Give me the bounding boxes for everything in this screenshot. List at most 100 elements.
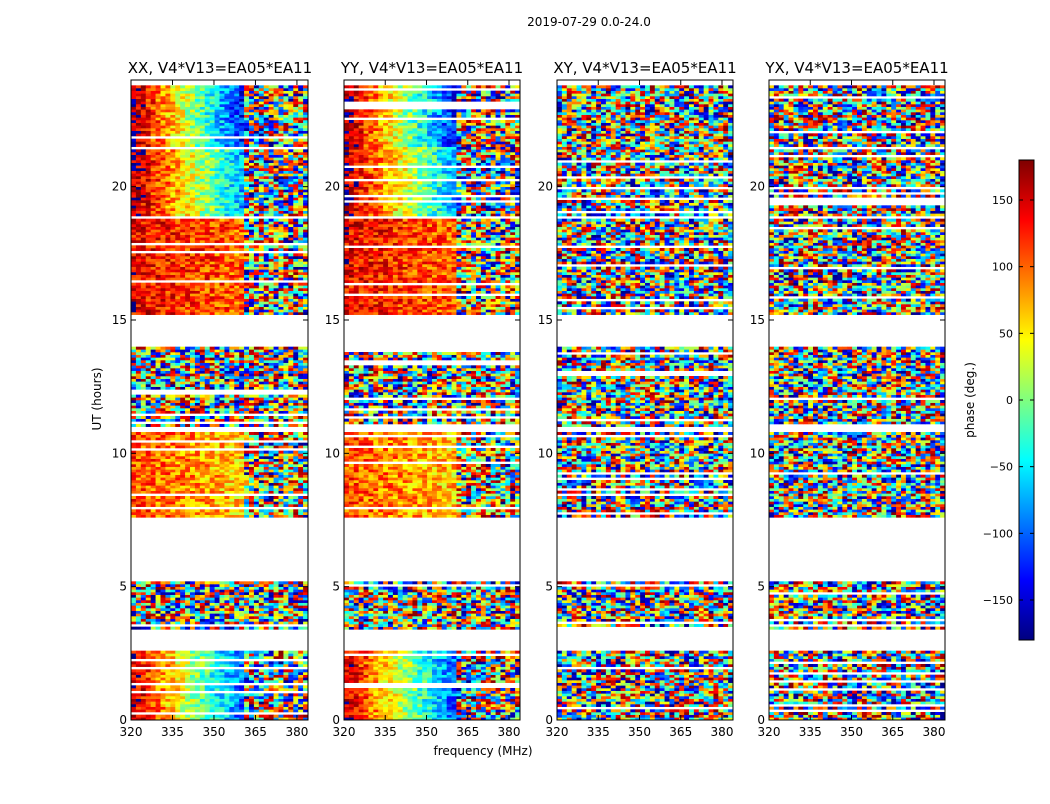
heatmap-cell xyxy=(293,437,299,441)
heatmap-cell xyxy=(283,621,289,625)
heatmap-cell xyxy=(190,581,196,585)
heatmap-cell xyxy=(229,434,235,438)
heatmap-cell xyxy=(150,194,156,198)
heatmap-cell xyxy=(293,653,299,657)
heatmap-cell xyxy=(298,386,304,390)
heatmap-cell xyxy=(209,482,215,486)
heatmap-cell xyxy=(175,514,181,518)
heatmap-cell xyxy=(303,237,309,241)
heatmap-cell xyxy=(303,360,309,363)
heatmap-cell xyxy=(268,472,274,475)
heatmap-cell xyxy=(258,461,265,465)
heatmap-cell xyxy=(298,232,304,235)
heatmap-cell xyxy=(224,192,230,195)
heatmap-cell xyxy=(239,248,245,251)
heatmap-cell xyxy=(249,466,255,470)
heatmap-cell xyxy=(135,701,142,705)
heatmap-cell xyxy=(253,610,260,614)
heatmap-cell xyxy=(293,304,299,307)
heatmap-cell xyxy=(219,405,225,409)
heatmap-cell xyxy=(224,376,230,379)
heatmap-cell xyxy=(229,234,235,238)
heatmap-cell xyxy=(239,360,245,363)
heatmap-cell xyxy=(219,480,225,483)
heatmap-cell xyxy=(140,608,147,611)
heatmap-cell xyxy=(145,616,151,619)
heatmap-cell xyxy=(268,309,274,313)
heatmap-cell xyxy=(303,496,309,499)
heatmap-cell xyxy=(283,354,289,358)
heatmap-cell xyxy=(278,416,284,419)
heatmap-cell xyxy=(209,362,215,366)
heatmap-cell xyxy=(140,474,147,478)
heatmap-cell xyxy=(214,192,220,195)
heatmap-cell xyxy=(185,717,191,721)
heatmap-cell xyxy=(150,581,156,585)
heatmap-cell xyxy=(298,461,304,465)
heatmap-cell xyxy=(199,296,206,299)
heatmap-cell xyxy=(283,696,289,699)
heatmap-cell xyxy=(239,674,245,678)
heatmap-cell xyxy=(293,586,299,590)
heatmap-cell xyxy=(263,232,269,235)
heatmap-cell xyxy=(190,253,196,257)
heatmap-cell xyxy=(229,184,235,187)
heatmap-cell xyxy=(303,661,309,665)
heatmap-cell xyxy=(253,477,260,481)
heatmap-cell xyxy=(288,618,294,622)
heatmap-cell xyxy=(185,229,191,233)
heatmap-cell xyxy=(160,589,166,593)
heatmap-cell xyxy=(155,285,161,289)
heatmap-cell xyxy=(229,509,235,513)
heatmap-cell xyxy=(278,482,284,486)
heatmap-cell xyxy=(293,677,299,681)
heatmap-cell xyxy=(204,261,210,265)
heatmap-cell xyxy=(219,509,225,513)
heatmap-cell xyxy=(229,277,235,281)
heatmap-cell xyxy=(145,434,151,438)
heatmap-cell xyxy=(273,650,279,654)
heatmap-cell xyxy=(298,704,304,707)
heatmap-cell xyxy=(214,434,220,438)
heatmap-cell xyxy=(244,656,250,659)
heatmap-cell xyxy=(283,584,289,587)
heatmap-cell xyxy=(150,469,156,473)
heatmap-cell xyxy=(135,709,142,713)
heatmap-cell xyxy=(268,653,274,657)
heatmap-cell xyxy=(253,581,260,585)
heatmap-cell xyxy=(160,714,166,718)
heatmap-cell xyxy=(303,616,309,619)
heatmap-cell xyxy=(298,696,304,699)
heatmap-cell xyxy=(131,698,137,702)
heatmap-cell xyxy=(234,453,240,457)
heatmap-cell xyxy=(234,434,240,438)
heatmap-cell xyxy=(244,664,250,667)
heatmap-cell xyxy=(303,189,309,193)
heatmap-cell xyxy=(239,357,245,361)
heatmap-cell xyxy=(303,613,309,617)
heatmap-cell xyxy=(288,661,294,665)
heatmap-cell xyxy=(214,482,220,486)
heatmap-cell xyxy=(268,218,274,222)
heatmap-cell xyxy=(293,693,299,697)
heatmap-cell xyxy=(258,685,265,689)
heatmap-cell xyxy=(170,474,176,478)
heatmap-cell xyxy=(293,218,299,222)
heatmap-cell xyxy=(288,469,294,473)
heatmap-cell xyxy=(180,464,186,467)
heatmap-cell xyxy=(298,602,304,606)
heatmap-cell xyxy=(288,613,294,617)
heatmap-cell xyxy=(155,504,161,507)
heatmap-cell xyxy=(244,709,250,713)
heatmap-cell xyxy=(253,680,260,683)
heatmap-cell xyxy=(258,672,265,675)
heatmap-cell xyxy=(145,290,151,294)
heatmap-cell xyxy=(145,488,151,491)
heatmap-cell xyxy=(194,290,201,294)
heatmap-cell xyxy=(175,424,181,427)
heatmap-cell xyxy=(175,370,181,374)
heatmap-cell xyxy=(278,656,284,659)
heatmap-cell xyxy=(278,384,284,387)
heatmap-cell xyxy=(288,301,294,305)
heatmap-cell xyxy=(140,378,147,382)
